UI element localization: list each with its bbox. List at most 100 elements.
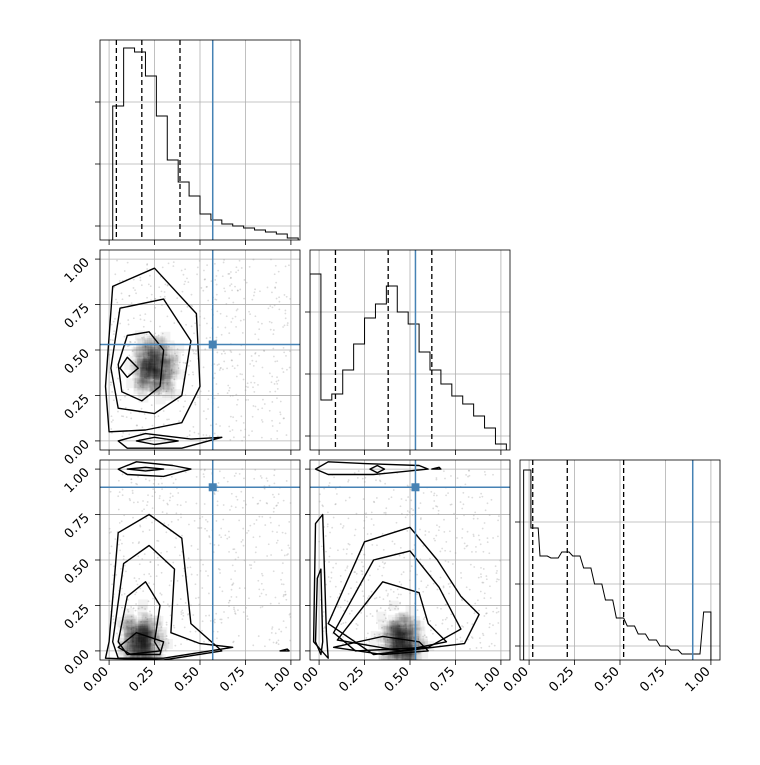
sample-point (285, 434, 288, 436)
density-cell (129, 356, 140, 367)
sample-point (114, 317, 116, 320)
density-cell (141, 361, 152, 372)
sample-point (348, 543, 351, 546)
sample-point (478, 637, 481, 640)
sample-point (238, 259, 241, 262)
density-cell (136, 634, 147, 645)
density-cell (165, 342, 176, 353)
sample-point (497, 610, 500, 613)
density-cell (150, 362, 161, 373)
sample-point (143, 413, 146, 415)
x-tick-label: 0.25 (546, 664, 577, 695)
sample-point (174, 644, 177, 647)
sample-point (193, 352, 195, 355)
sample-point (184, 362, 187, 364)
density-cell (135, 637, 146, 648)
sample-point (158, 286, 161, 289)
density-cell (395, 627, 406, 638)
sample-point (253, 561, 256, 563)
density-cell (134, 362, 145, 373)
density-cell (134, 643, 145, 654)
sample-point (233, 548, 236, 551)
density-cell (141, 615, 152, 626)
density-cell (143, 653, 154, 660)
sample-point (182, 354, 184, 356)
density-cell (391, 638, 402, 649)
sample-point (367, 579, 370, 581)
sample-point (344, 621, 347, 624)
density-cell (391, 617, 402, 628)
density-cell (400, 650, 411, 660)
density-cell (133, 626, 144, 637)
density-cell (401, 637, 412, 648)
sample-point (190, 293, 193, 296)
sample-point (327, 511, 329, 514)
sample-point (158, 427, 160, 430)
sample-point (214, 279, 217, 281)
density-cell (166, 381, 177, 392)
sample-point (191, 371, 194, 374)
density-cell (125, 645, 136, 656)
sample-point (272, 570, 275, 573)
sample-point (163, 522, 166, 525)
density-cell (394, 632, 405, 643)
sample-point (399, 546, 402, 549)
sample-point (241, 468, 244, 471)
sample-point (216, 484, 219, 487)
scatter-content (100, 460, 300, 672)
sample-point (335, 493, 338, 495)
sample-point (252, 644, 255, 647)
sample-point (485, 607, 488, 610)
density-cell (119, 662, 129, 672)
sample-point (276, 539, 279, 542)
sample-point (242, 611, 245, 614)
sample-point (235, 472, 237, 475)
sample-point (189, 360, 192, 362)
sample-point (137, 607, 140, 610)
density-cell (397, 648, 408, 659)
density-contour (117, 461, 192, 478)
sample-point (166, 502, 169, 505)
sample-point (122, 389, 124, 392)
sample-point (127, 641, 130, 644)
density-cell (402, 625, 413, 636)
sample-point (145, 368, 148, 371)
density-contour (126, 466, 165, 472)
density-cell (397, 632, 408, 643)
density-cell (170, 364, 181, 375)
x-tick-label: 1.00 (683, 664, 714, 695)
sample-point (419, 558, 422, 561)
density-cell (135, 650, 146, 660)
sample-point (252, 386, 254, 389)
sample-point (347, 593, 350, 595)
sample-point (220, 527, 223, 530)
sample-point (282, 346, 285, 349)
sample-point (183, 626, 186, 629)
sample-point (347, 480, 350, 483)
sample-point (328, 482, 331, 484)
sample-point (188, 365, 190, 367)
sample-point (436, 505, 439, 508)
sample-point (446, 628, 449, 630)
density-cell (140, 368, 151, 379)
sample-point (275, 542, 278, 544)
sample-point (193, 332, 195, 335)
density-cell (120, 641, 131, 652)
sample-point (138, 541, 141, 543)
sample-point (443, 518, 445, 521)
sample-point (149, 320, 152, 323)
sample-point (232, 436, 235, 439)
sample-point (472, 517, 475, 520)
sample-point (174, 478, 177, 481)
density-cell (133, 650, 144, 660)
sample-point (194, 401, 196, 404)
sample-point (284, 593, 287, 596)
sample-point (461, 528, 464, 530)
sample-point (392, 590, 395, 593)
sample-point (351, 552, 353, 555)
sample-point (422, 492, 425, 494)
density-cell (143, 643, 154, 654)
density-cell (406, 652, 417, 660)
density-cell (391, 657, 402, 660)
sample-point (242, 421, 245, 424)
